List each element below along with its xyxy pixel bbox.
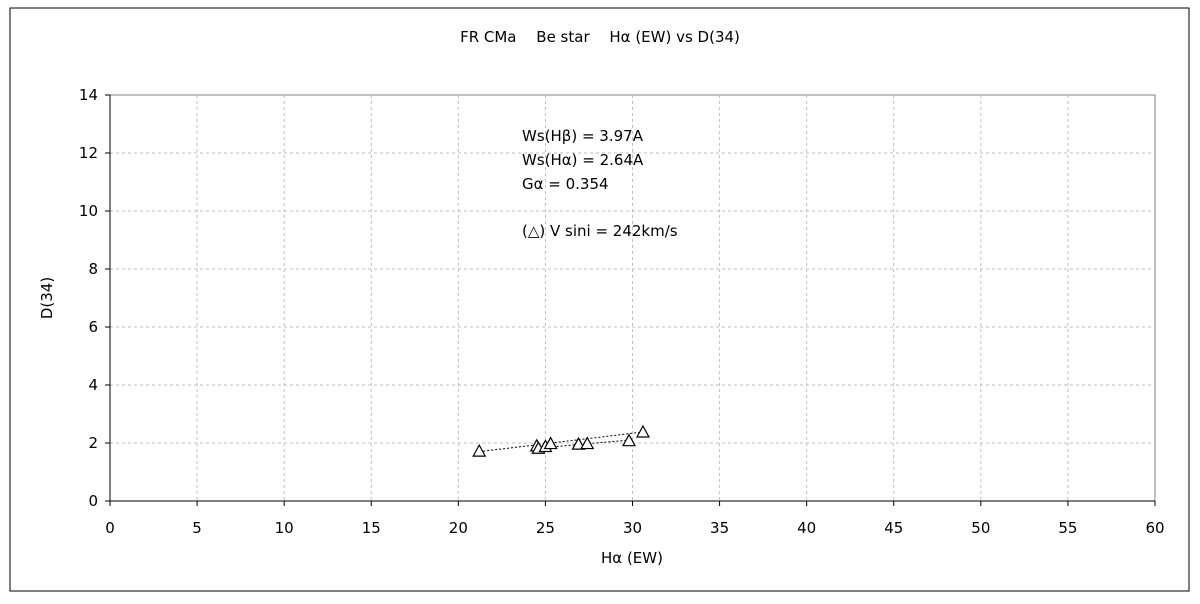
trend-lines (479, 431, 644, 453)
data-point-triangle (635, 424, 650, 438)
annotation-text: (△) V sini = 242km/s (522, 222, 678, 240)
x-tick-label: 0 (105, 519, 115, 537)
y-axis-label: D(34) (38, 277, 56, 319)
y-tick-label: 10 (79, 202, 98, 220)
trend-line (536, 439, 630, 449)
x-tick-labels: 0 5 10 15 20 25 30 35 40 45 50 55 60 (105, 501, 1165, 537)
data-point-triangle (622, 433, 637, 447)
data-point-triangle (580, 436, 595, 450)
x-tick-label: 45 (884, 519, 903, 537)
x-tick-label: 10 (275, 519, 294, 537)
trend-line (479, 431, 644, 453)
x-tick-label: 35 (710, 519, 729, 537)
annotation-text: Gα = 0.354 (522, 175, 609, 193)
data-points (472, 424, 650, 457)
y-tick-labels: 0 2 4 6 8 10 12 14 (79, 86, 110, 510)
data-point-triangle (571, 436, 586, 450)
x-axis-label: Hα (EW) (601, 549, 663, 567)
x-tick-label: 60 (1145, 519, 1164, 537)
x-tick-label: 15 (362, 519, 381, 537)
x-tick-label: 55 (1058, 519, 1077, 537)
y-tick-label: 12 (79, 144, 98, 162)
x-tick-label: 5 (192, 519, 202, 537)
x-tick-label: 30 (623, 519, 642, 537)
y-tick-label: 4 (88, 376, 98, 394)
x-tick-label: 50 (971, 519, 990, 537)
y-tick-label: 14 (79, 86, 98, 104)
chart-border (9, 7, 1190, 592)
y-tick-label: 6 (88, 318, 98, 336)
annotation-text: Ws(Hα) = 2.64A (522, 151, 644, 169)
y-tick-label: 2 (88, 434, 98, 452)
data-point-triangle (472, 443, 487, 457)
annotations: Ws(Hβ) = 3.97A Ws(Hα) = 2.64A Gα = 0.354 (△… (522, 127, 678, 240)
x-tick-label: 25 (536, 519, 555, 537)
y-tick-label: 0 (88, 492, 98, 510)
annotation-text: Ws(Hβ) = 3.97A (522, 127, 644, 145)
x-tick-label: 40 (797, 519, 816, 537)
x-tick-label: 20 (449, 519, 468, 537)
data-point-triangle (543, 436, 558, 450)
y-tick-label: 8 (88, 260, 98, 278)
chart-title: FR CMa Be star Hα (EW) vs D(34) (460, 28, 740, 46)
